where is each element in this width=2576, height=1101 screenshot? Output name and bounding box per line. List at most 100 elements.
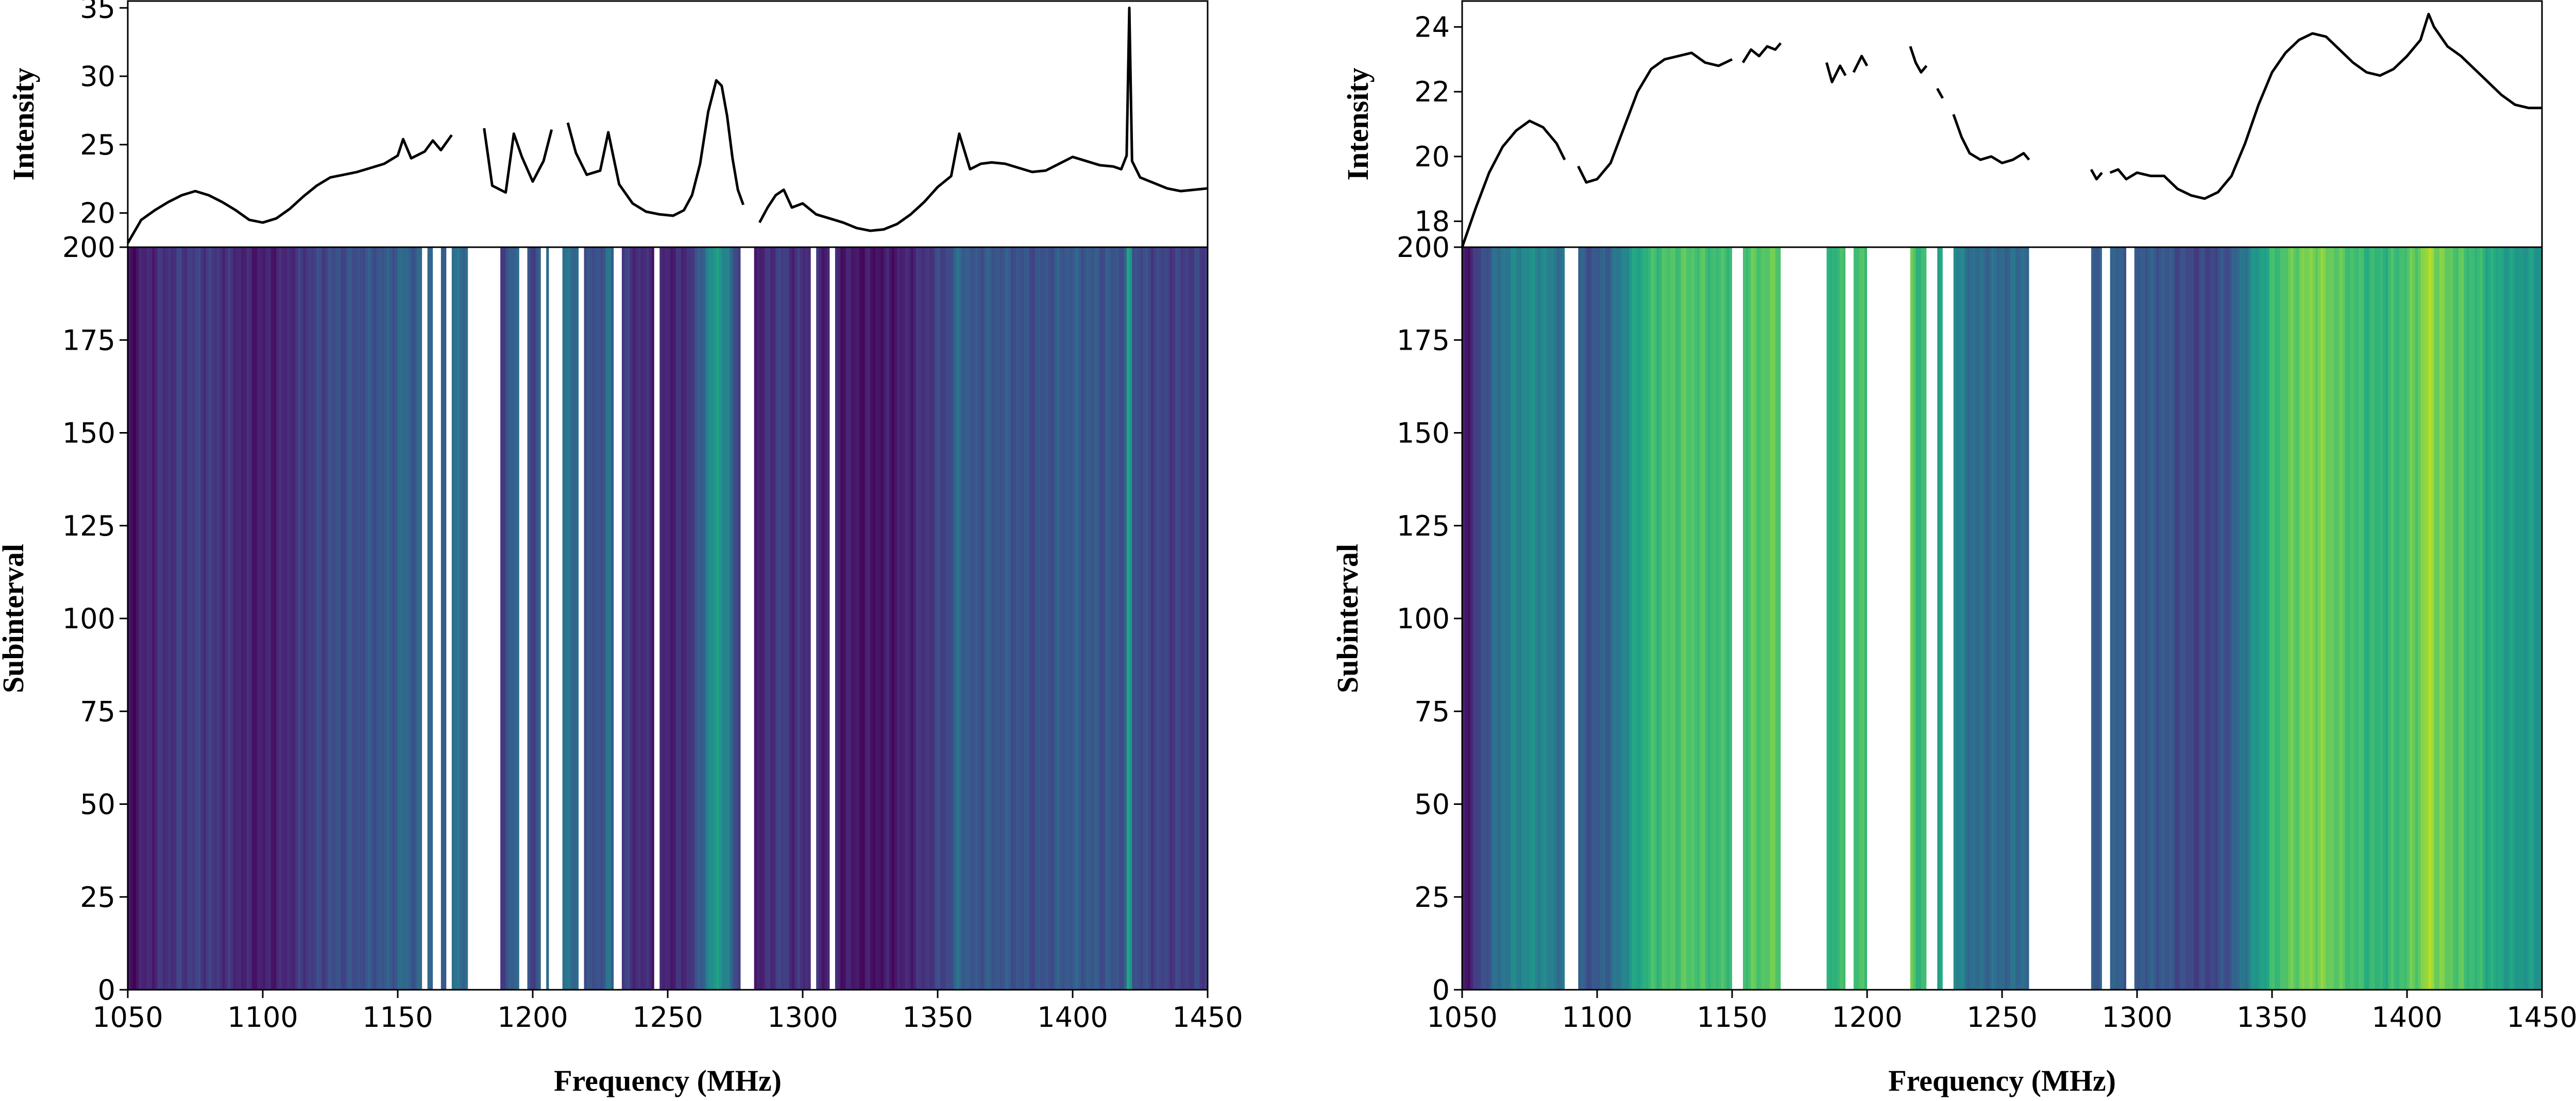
left-waterfall-channel-243	[784, 247, 787, 990]
right-waterfall-channel-325	[2340, 247, 2343, 990]
right-waterfall-channel-255	[2150, 247, 2154, 990]
left-waterfall-channel-215	[708, 247, 711, 990]
right-waterfall-channel-65	[1637, 247, 1641, 990]
right-waterfall-channel-155	[1880, 247, 1884, 990]
right-waterfall-channel-128	[1807, 247, 1811, 990]
right-waterfall-channel-231	[2086, 247, 2089, 990]
left-waterfall-channel-69	[314, 247, 317, 990]
right-waterfall-channel-320	[2326, 247, 2329, 990]
right-waterfall-channel-8	[1483, 247, 1487, 990]
left-waterfall-channel-167	[579, 247, 582, 990]
left-waterfall-channel-134	[489, 247, 493, 990]
right-intensity-segment-6	[1936, 88, 1944, 99]
right-waterfall-channel-15	[1502, 247, 1506, 990]
right-waterfall-channel-324	[2336, 247, 2340, 990]
left-waterfall-channel-141	[508, 247, 512, 990]
left-waterfall-ytick-label-2: 50	[80, 788, 115, 821]
right-waterfall-channel-348	[2401, 247, 2405, 990]
left-waterfall-channel-226	[738, 247, 741, 990]
left-waterfall-channel-251	[805, 247, 809, 990]
left-waterfall-channel-26	[198, 247, 201, 990]
left-waterfall-channel-202	[673, 247, 676, 990]
right-waterfall-channel-363	[2442, 247, 2445, 990]
right-waterfall-channel-202	[2007, 247, 2011, 990]
right-waterfall-channel-242	[2115, 247, 2119, 990]
left-waterfall-channel-153	[540, 247, 544, 990]
left-waterfall-channel-328	[1013, 247, 1016, 990]
left-waterfall-ytick-label-8: 200	[62, 231, 115, 264]
left-waterfall-channel-267	[849, 247, 852, 990]
right-waterfall-channel-334	[2364, 247, 2367, 990]
left-waterfall-channel-98	[392, 247, 396, 990]
right-waterfall-xtick-label-3: 1200	[1832, 1001, 1902, 1034]
right-waterfall-channel-373	[2469, 247, 2472, 990]
left-waterfall-channel-104	[408, 247, 412, 990]
left-waterfall-channel-118	[446, 247, 450, 990]
left-waterfall-channel-139	[503, 247, 506, 990]
right-waterfall-channel-114	[1770, 247, 1773, 990]
left-waterfall-channel-68	[311, 247, 315, 990]
left-waterfall-channel-397	[1199, 247, 1203, 990]
right-waterfall-channel-93	[1713, 247, 1717, 990]
left-waterfall-channel-34	[219, 247, 223, 990]
right-waterfall-channel-53	[1605, 247, 1608, 990]
left-waterfall-channel-289	[908, 247, 911, 990]
right-waterfall-channel-261	[2166, 247, 2170, 990]
left-intensity-segment-1	[483, 128, 553, 194]
left-waterfall-channel-48	[257, 247, 261, 990]
left-waterfall-channel-330	[1019, 247, 1022, 990]
right-waterfall-channel-47	[1589, 247, 1592, 990]
right-waterfall-channel-208	[2023, 247, 2027, 990]
left-waterfall-channel-62	[295, 247, 298, 990]
left-waterfall-channel-119	[449, 247, 452, 990]
right-waterfall-channel-44	[1581, 247, 1584, 990]
right-waterfall-channel-316	[2315, 247, 2318, 990]
right-waterfall-xlabel: Frequency (MHz)	[1888, 1064, 2116, 1097]
left-waterfall-channel-203	[675, 247, 679, 990]
right-waterfall-channel-228	[2077, 247, 2081, 990]
left-waterfall-channel-364	[1110, 247, 1114, 990]
right-intensity-segment-8	[2090, 168, 2103, 181]
right-waterfall-channel-387	[2506, 247, 2510, 990]
left-waterfall-channel-158	[554, 247, 557, 990]
left-waterfall-channel-166	[575, 247, 579, 990]
left-waterfall-channel-17	[174, 247, 177, 990]
left-waterfall-channel-162	[565, 247, 568, 990]
right-waterfall-channel-287	[2236, 247, 2240, 990]
left-waterfall-channel-15	[168, 247, 172, 990]
right-waterfall-ytick-label-8: 200	[1397, 231, 1450, 264]
right-waterfall-channel-225	[2070, 247, 2073, 990]
left-waterfall-channel-319	[989, 247, 992, 990]
left-waterfall-channel-233	[756, 247, 760, 990]
right-waterfall-channel-85	[1691, 247, 1695, 990]
left-waterfall-channel-82	[349, 247, 352, 990]
left-waterfall-channel-51	[265, 247, 269, 990]
right-waterfall-channel-45	[1583, 247, 1587, 990]
right-intensity-segment-3	[1825, 62, 1847, 83]
right-waterfall-channel-315	[2312, 247, 2316, 990]
left-waterfall-channel-229	[745, 247, 749, 990]
right-waterfall-channel-54	[1607, 247, 1611, 990]
right-waterfall-channel-35	[1556, 247, 1560, 990]
left-waterfall-channel-307	[956, 247, 960, 990]
right-waterfall-channel-90	[1705, 247, 1708, 990]
right-waterfall-channel-248	[2131, 247, 2135, 990]
left-waterfall-channel-275	[870, 247, 873, 990]
left-waterfall-channel-73	[325, 247, 328, 990]
left-waterfall-channel-237	[767, 247, 771, 990]
right-waterfall-channel-107	[1751, 247, 1754, 990]
right-waterfall-channel-25	[1530, 247, 1533, 990]
left-waterfall-channel-261	[832, 247, 836, 990]
right-waterfall-channel-278	[2212, 247, 2216, 990]
right-waterfall-channel-330	[2353, 247, 2357, 990]
left-waterfall-channel-122	[457, 247, 461, 990]
left-waterfall-channel-127	[470, 247, 474, 990]
right-waterfall-channel-340	[2380, 247, 2383, 990]
left-waterfall-channel-254	[813, 247, 817, 990]
left-waterfall-channel-201	[670, 247, 674, 990]
right-waterfall-channel-138	[1835, 247, 1838, 990]
right-waterfall-channel-40	[1570, 247, 1573, 990]
right-waterfall-channel-279	[2215, 247, 2218, 990]
right-waterfall-channel-274	[2201, 247, 2205, 990]
left-waterfall-channel-39	[233, 247, 236, 990]
